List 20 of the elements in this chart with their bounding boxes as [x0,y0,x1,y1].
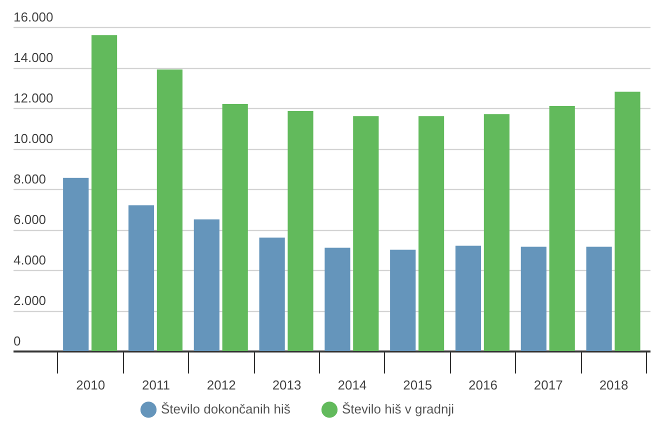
y-tick-label: 2.000 [14,293,46,308]
x-tick-label: 2011 [142,378,170,392]
y-tick-label: 16.000 [14,10,54,24]
x-tick-label: 2010 [76,378,106,392]
y-tick-label: 10.000 [14,131,54,146]
y-tick-label: 0 [14,334,21,348]
legend-label: Število dokončanih hiš [161,402,291,417]
x-tick-label: 2014 [338,378,367,392]
x-tick-label: 2015 [403,378,432,392]
x-tick-label: 2018 [599,378,628,392]
y-tick-label: 6.000 [14,212,46,227]
y-tick-label: 4.000 [14,252,46,268]
legend-label: Število hiš v gradnji [342,402,454,417]
y-tick-label: 8.000 [14,172,46,186]
x-tick-label: 2013 [272,378,302,392]
x-tick-label: 2016 [468,378,498,392]
x-tick-label: 2012 [206,378,236,392]
y-tick-label: 14.000 [14,50,54,65]
x-tick-label: 2017 [534,378,563,392]
y-tick-label: 12.000 [14,90,54,106]
